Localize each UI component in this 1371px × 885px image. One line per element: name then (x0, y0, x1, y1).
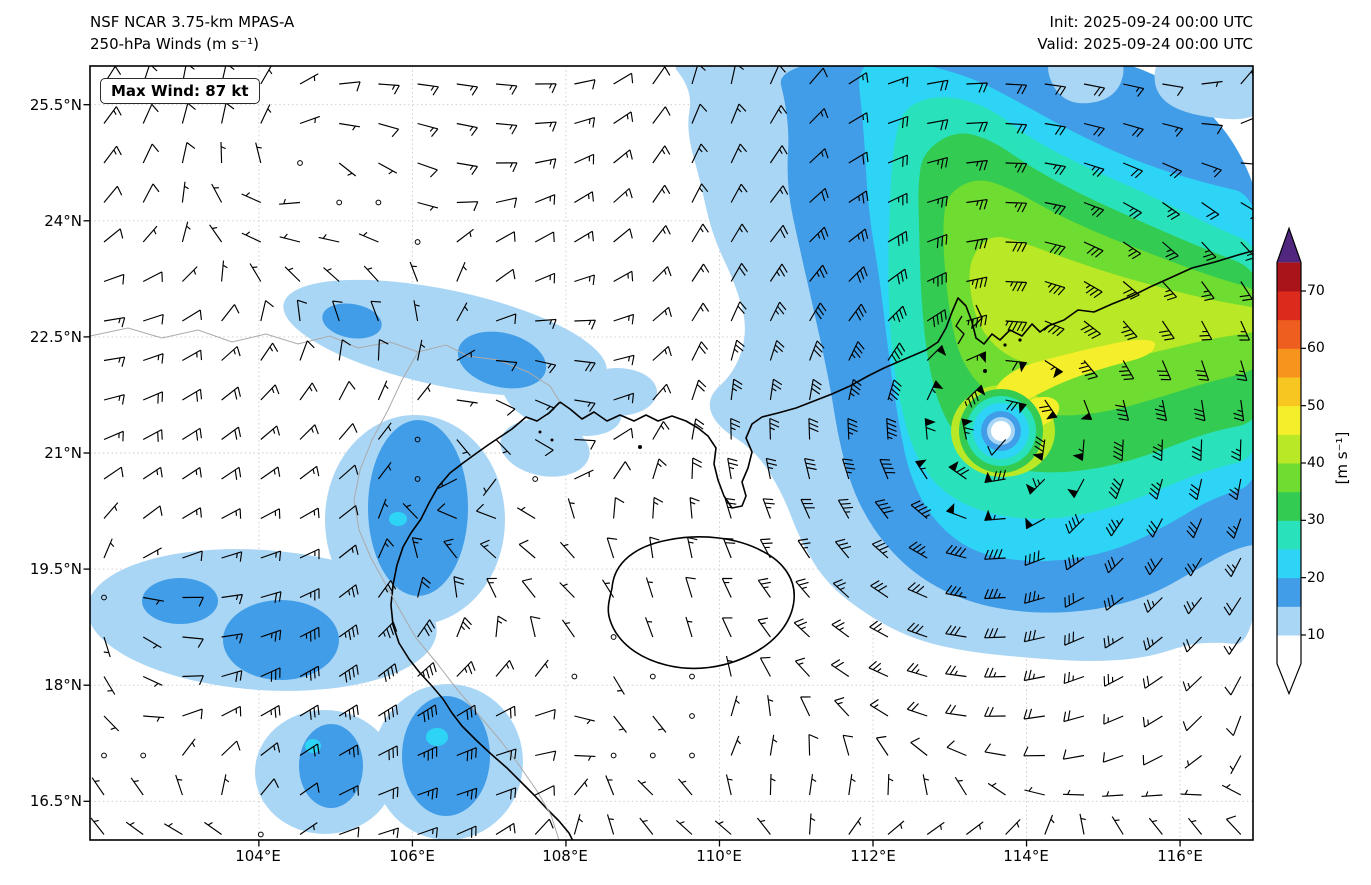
colorbar-tick-label: 30 (1307, 512, 1325, 528)
wind-barbs (90, 66, 1253, 839)
init-time-label: Init: 2025-09-24 00:00 UTC (1049, 13, 1253, 31)
y-tick-label: 21°N (44, 444, 82, 462)
max-wind-badge: Max Wind: 87 kt (100, 78, 260, 104)
x-tick-label: 114°E (1003, 847, 1049, 865)
valid-time-label: Valid: 2025-09-24 00:00 UTC (1037, 35, 1253, 53)
admin-borders (90, 327, 561, 840)
y-tick-label: 22.5°N (29, 328, 82, 346)
y-tick-label: 19.5°N (29, 560, 82, 578)
y-tick-label: 25.5°N (29, 96, 82, 114)
y-tick-label: 16.5°N (29, 792, 82, 810)
contour-fills (90, 66, 1253, 840)
colorbar-tick-label: 60 (1307, 340, 1325, 356)
x-tick-label: 110°E (696, 847, 742, 865)
colorbar-tick-label: 10 (1307, 627, 1325, 643)
colorbar-tick-label: 70 (1307, 283, 1325, 299)
x-tick-label: 112°E (850, 847, 896, 865)
plot-frame (83, 65, 1254, 847)
x-tick-label: 104°E (235, 847, 281, 865)
colorbar (1276, 226, 1306, 696)
coastlines (390, 249, 1253, 840)
model-title: NSF NCAR 3.75-km MPAS-A (90, 13, 295, 31)
colorbar-tick-label: 20 (1307, 570, 1325, 586)
x-tick-label: 106°E (389, 847, 435, 865)
y-tick-label: 18°N (44, 676, 82, 694)
y-tick-label: 24°N (44, 212, 82, 230)
colorbar-tick-label: 40 (1307, 455, 1325, 471)
field-title: 250-hPa Winds (m s⁻¹) (90, 35, 259, 53)
x-tick-label: 108°E (542, 847, 588, 865)
colorbar-unit-label: [m s⁻¹] (1333, 431, 1351, 485)
colorbar-tick-label: 50 (1307, 398, 1325, 414)
x-tick-label: 116°E (1157, 847, 1203, 865)
